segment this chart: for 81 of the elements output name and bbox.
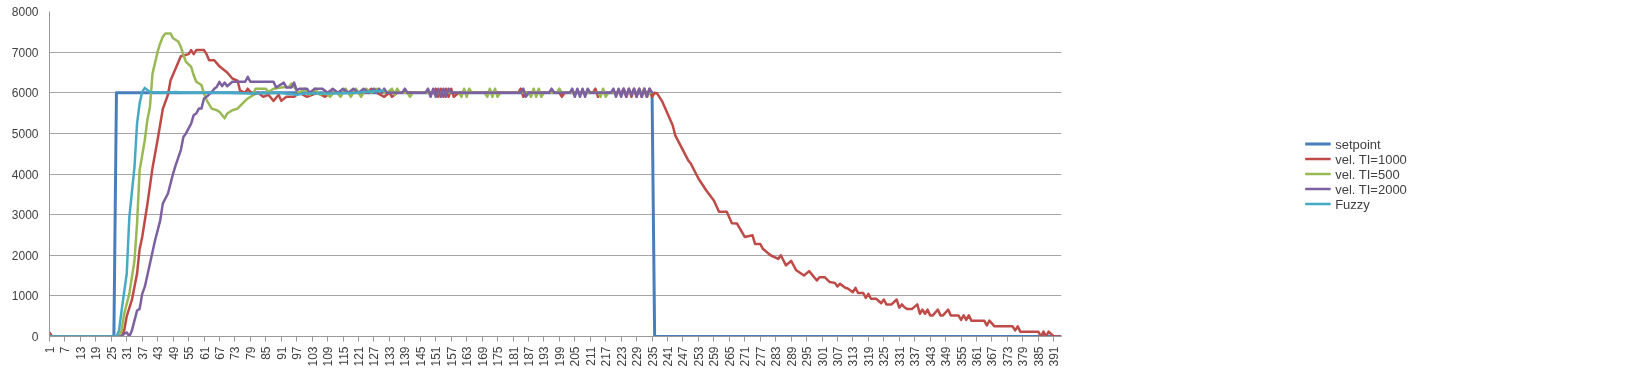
x-tick-label: 97 [290,346,305,360]
x-tick-label: 79 [243,346,258,360]
x-tick-label: 325 [877,346,892,367]
x-tick-label: 67 [212,346,227,360]
x-tick-label: 319 [861,346,876,367]
x-tick-label: 235 [645,346,660,367]
legend-label: vel. TI=500 [1335,166,1400,181]
x-tick-label: 307 [830,346,845,367]
x-tick-label: 277 [753,346,768,367]
x-tick-label: 373 [1000,346,1015,367]
x-tick-label: 271 [738,346,753,367]
x-tick-label: 361 [970,346,985,367]
y-tick-label: 2000 [11,248,39,263]
y-tick-label: 5000 [11,126,39,141]
x-tick-label: 121 [352,346,367,367]
line-series [49,86,386,337]
x-tick-label: 355 [954,346,969,367]
y-tick-label: 4000 [11,167,39,182]
x-tick-label: 253 [691,346,706,367]
x-tick-label: 49 [166,346,181,360]
y-tick-label: 3000 [11,208,39,223]
legend-label: Fuzzy [1335,196,1370,211]
x-tick-label: 295 [800,346,815,367]
x-tick-label: 25 [104,346,119,360]
x-tick-label: 115 [336,346,351,366]
x-tick-label: 91 [274,346,289,360]
x-tick-label: 43 [151,346,166,360]
legend-label: vel. TI=2000 [1335,181,1407,196]
x-tick-label: 55 [182,346,197,360]
x-tick-label: 343 [923,346,938,367]
x-tick-label: 139 [398,346,413,367]
y-tick-label: 1000 [11,289,39,304]
x-tick-label: 247 [676,346,691,367]
x-tick-label: 337 [908,346,923,367]
x-tick-label: 133 [382,346,397,367]
x-tick-label: 85 [259,346,274,360]
x-tick-label: 127 [367,346,382,367]
x-tick-label: 145 [413,346,428,367]
x-tick-label: 367 [985,346,1000,367]
x-tick-label: 1 [43,346,57,354]
x-tick-label: 349 [939,346,954,367]
x-tick-label: 265 [722,346,737,367]
x-tick-label: 73 [228,346,243,360]
x-tick-label: 181 [506,346,521,367]
x-tick-label: 169 [475,346,490,367]
x-tick-label: 61 [197,346,212,360]
y-tick-label: 0 [31,330,39,344]
x-tick-label: 223 [614,346,629,367]
x-tick-label: 211 [583,346,598,366]
x-tick-label: 391 [1047,346,1062,367]
x-tick-label: 289 [784,346,799,367]
x-tick-label: 13 [73,346,88,360]
y-tick-label: 7000 [11,45,39,60]
x-tick-label: 259 [707,346,722,367]
x-tick-label: 103 [305,346,320,367]
x-tick-label: 217 [599,346,614,367]
x-tick-label: 313 [846,346,861,367]
legend-label: setpoint [1335,136,1381,151]
x-tick-label: 193 [537,346,552,367]
x-tick-label: 7 [58,346,73,354]
x-tick-label: 229 [630,346,645,367]
x-tick-label: 283 [769,346,784,367]
x-tick-label: 241 [661,346,676,367]
legend-label: vel. TI=1000 [1335,151,1407,166]
x-tick-label: 175 [491,346,506,367]
x-tick-label: 199 [552,346,567,367]
x-tick-label: 31 [120,346,135,360]
x-tick-label: 379 [1016,346,1031,367]
x-tick-label: 331 [892,346,907,367]
x-tick-label: 19 [89,346,104,360]
x-tick-label: 157 [444,346,459,367]
x-tick-label: 151 [429,346,444,367]
x-tick-label: 109 [321,346,336,367]
y-tick-label: 8000 [11,5,39,19]
x-tick-label: 163 [460,346,475,367]
x-tick-label: 187 [521,346,536,367]
x-tick-label: 37 [135,346,150,360]
x-tick-label: 385 [1031,346,1046,367]
x-tick-label: 301 [815,346,830,367]
y-tick-label: 6000 [11,86,39,101]
x-tick-label: 205 [568,346,583,367]
